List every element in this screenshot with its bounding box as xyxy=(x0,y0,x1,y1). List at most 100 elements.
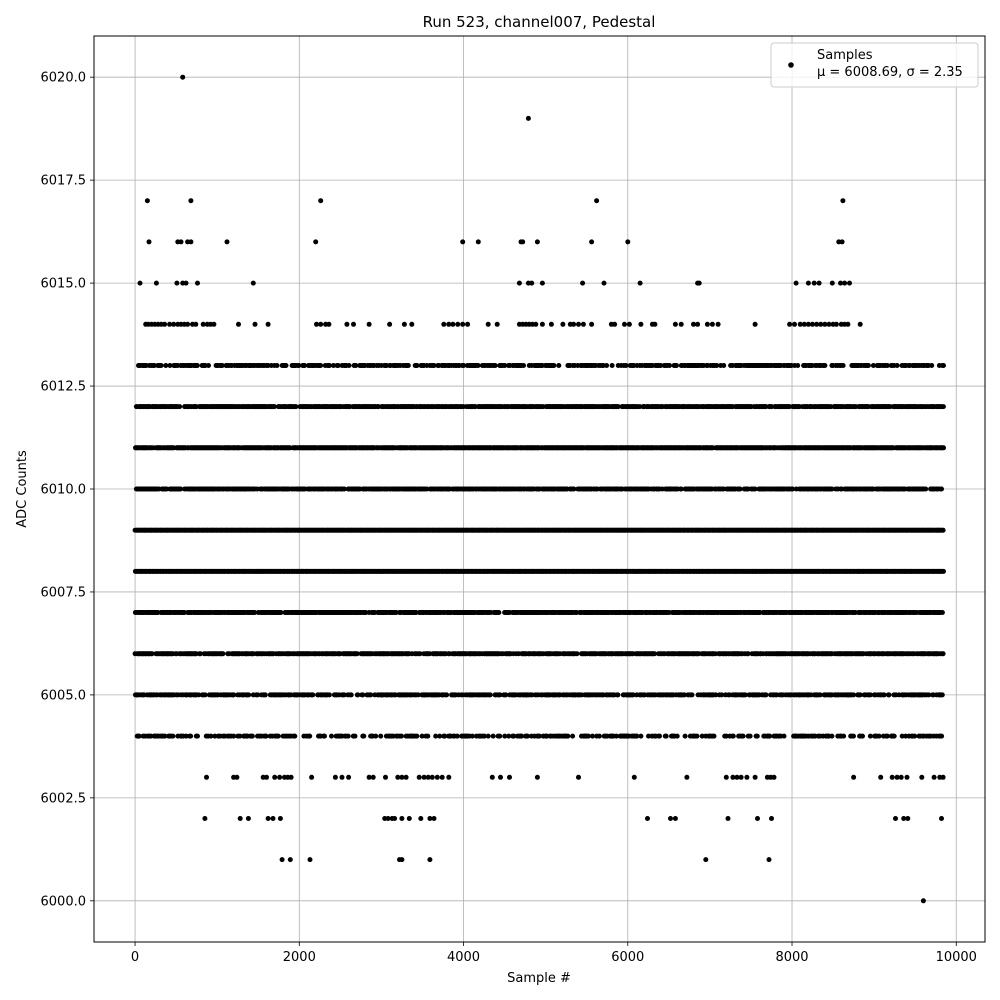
data-point xyxy=(146,239,152,245)
data-point xyxy=(612,321,618,327)
data-point xyxy=(318,363,324,368)
data-point xyxy=(668,816,673,821)
data-point xyxy=(279,857,285,863)
data-point xyxy=(738,774,744,780)
data-point xyxy=(589,321,595,327)
data-point xyxy=(520,239,526,245)
data-point xyxy=(206,363,211,368)
data-point xyxy=(560,321,566,327)
data-point xyxy=(626,321,632,327)
data-point xyxy=(496,610,502,615)
data-point xyxy=(814,321,820,327)
data-point xyxy=(502,363,508,368)
data-point xyxy=(845,321,851,327)
data-point xyxy=(884,363,890,368)
data-point xyxy=(339,774,345,780)
data-point xyxy=(929,363,935,368)
data-point xyxy=(516,280,522,286)
data-point xyxy=(811,280,817,286)
data-point xyxy=(183,280,189,286)
data-point xyxy=(851,774,857,780)
data-point xyxy=(158,363,164,368)
data-point xyxy=(752,774,758,780)
data-point xyxy=(401,321,407,327)
data-point xyxy=(314,321,319,327)
data-point xyxy=(594,198,600,204)
data-point xyxy=(264,774,269,780)
data-point xyxy=(923,486,929,492)
data-point xyxy=(645,816,650,821)
data-point xyxy=(905,816,911,821)
data-point xyxy=(489,774,495,780)
chart-title: Run 523, channel007, Pedestal xyxy=(423,13,656,31)
data-point xyxy=(752,321,758,327)
data-point xyxy=(250,280,256,286)
data-point xyxy=(919,774,925,780)
data-point xyxy=(434,774,440,780)
data-point xyxy=(734,774,740,780)
data-point xyxy=(829,280,835,286)
data-point xyxy=(162,321,168,327)
data-point xyxy=(839,239,845,245)
data-point xyxy=(715,321,721,327)
data-point xyxy=(224,239,230,245)
data-point xyxy=(533,321,539,327)
data-point xyxy=(265,321,271,327)
data-point xyxy=(695,321,701,327)
data-point xyxy=(940,774,946,780)
data-point xyxy=(652,321,658,327)
data-points xyxy=(132,74,946,904)
data-point xyxy=(383,774,388,780)
data-point xyxy=(658,363,664,368)
data-point xyxy=(674,363,679,368)
data-point xyxy=(556,363,562,368)
data-point xyxy=(678,321,684,327)
data-point xyxy=(439,774,445,780)
data-point xyxy=(901,816,907,821)
data-point xyxy=(507,774,512,780)
data-point xyxy=(178,239,184,245)
data-point xyxy=(857,321,863,327)
data-point xyxy=(894,363,900,368)
data-point xyxy=(539,280,545,286)
data-point xyxy=(638,321,644,327)
data-point xyxy=(185,321,191,327)
data-point xyxy=(725,816,731,821)
data-point xyxy=(236,321,241,327)
data-point xyxy=(769,816,774,821)
data-point xyxy=(787,321,793,327)
data-point xyxy=(318,198,324,204)
data-point xyxy=(331,363,336,368)
data-point xyxy=(797,321,803,327)
data-point xyxy=(327,363,332,368)
data-point xyxy=(265,816,271,821)
data-point xyxy=(548,321,554,327)
data-point xyxy=(399,816,405,821)
data-point xyxy=(576,774,581,780)
data-point xyxy=(604,363,610,368)
data-point xyxy=(623,363,629,368)
data-point xyxy=(237,816,243,821)
data-point xyxy=(271,404,277,410)
data-point xyxy=(752,486,758,492)
data-point xyxy=(272,774,278,780)
data-point xyxy=(245,816,251,821)
data-point xyxy=(941,445,946,451)
data-point xyxy=(709,321,715,327)
data-point xyxy=(446,774,452,780)
data-point xyxy=(691,321,696,327)
data-point xyxy=(580,280,586,286)
data-point xyxy=(346,363,352,368)
data-point xyxy=(771,774,777,780)
data-point xyxy=(460,321,466,327)
data-point xyxy=(941,363,946,368)
data-point xyxy=(409,321,415,327)
data-point xyxy=(840,198,846,204)
data-point xyxy=(399,857,405,863)
data-point xyxy=(810,321,815,327)
data-point xyxy=(332,774,338,780)
data-point xyxy=(898,774,904,780)
data-point xyxy=(287,857,293,863)
data-point xyxy=(744,774,750,780)
data-point xyxy=(370,774,376,780)
